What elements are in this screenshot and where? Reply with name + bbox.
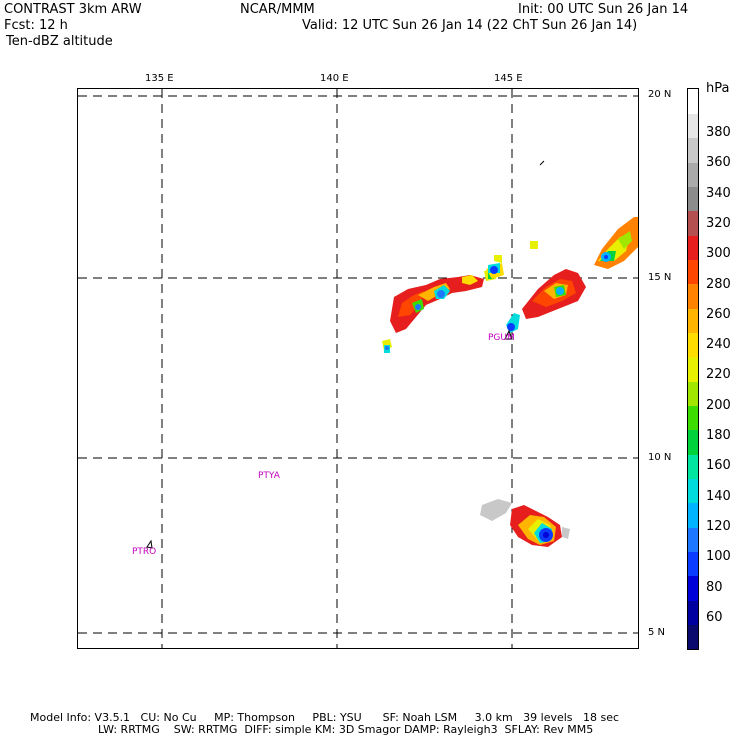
echo-cluster-guam <box>506 269 586 333</box>
lat-label-5: 5 N <box>648 627 666 638</box>
center-label: NCAR/MMM <box>240 2 315 17</box>
legend-swatch <box>688 235 698 260</box>
lat-label-15: 15 N <box>648 272 672 283</box>
legend-swatch <box>688 283 698 309</box>
station-label-pgum: PGUM <box>488 333 515 343</box>
model-info-line1: Model Info: V3.5.1 CU: No Cu MP: Thompso… <box>30 711 620 724</box>
legend-swatch <box>688 308 698 333</box>
echo-cluster-northwest <box>382 241 538 353</box>
legend-swatch <box>688 259 698 285</box>
legend-swatch <box>688 113 698 139</box>
echo-cluster-northeast <box>594 217 638 269</box>
legend-swatch <box>688 162 698 187</box>
color-legend-bar <box>687 88 699 650</box>
legend-swatch <box>688 502 698 528</box>
legend-swatch <box>688 210 698 236</box>
model-info-line2: LW: RRTMG SW: RRTMG DIFF: simple KM: 3D … <box>98 723 594 736</box>
legend-swatch <box>688 429 698 455</box>
legend-level-label: 180 <box>706 428 731 443</box>
legend-level-label: 140 <box>706 488 731 504</box>
lat-label-20: 20 N <box>648 89 672 100</box>
legend-swatch <box>688 454 698 480</box>
legend-level-label: 200 <box>706 397 731 413</box>
legend-level-label: 300 <box>706 246 731 262</box>
legend-swatch <box>688 624 698 650</box>
field-name: Ten-dBZ altitude <box>6 34 113 49</box>
station-label-ptro: PTRO <box>132 547 157 557</box>
legend-level-label: 380 <box>706 125 731 140</box>
graticule <box>78 89 638 648</box>
legend-swatch <box>688 527 698 553</box>
islet-marker <box>539 160 545 166</box>
legend-level-label: 160 <box>706 458 731 474</box>
station-label-ptya: PTYA <box>258 471 280 481</box>
legend-swatch <box>688 600 698 626</box>
legend-swatch <box>688 137 698 163</box>
legend-level-label: 340 <box>706 185 731 201</box>
legend-swatch <box>688 478 698 504</box>
legend-unit: hPa <box>706 81 730 96</box>
legend-level-label: 80 <box>706 579 723 595</box>
legend-swatch <box>688 89 698 114</box>
lat-label-10: 10 N <box>648 452 672 463</box>
legend-level-label: 280 <box>706 276 731 292</box>
lon-label-145: 145 E <box>494 73 523 84</box>
legend-swatch <box>688 332 698 358</box>
legend-level-label: 60 <box>706 609 723 625</box>
legend-swatch <box>688 381 698 407</box>
legend-level-label: 320 <box>706 215 731 231</box>
lon-label-135: 135 E <box>145 73 174 84</box>
legend-level-label: 260 <box>706 306 731 322</box>
legend-swatch <box>688 575 698 601</box>
lon-label-140: 140 E <box>320 73 349 84</box>
guam-island-outline <box>504 329 513 340</box>
legend-level-label: 120 <box>706 518 731 534</box>
legend-level-label: 240 <box>706 337 731 353</box>
legend-swatch <box>688 551 698 577</box>
legend-swatch <box>688 405 698 431</box>
echo-cluster-south <box>480 499 570 547</box>
legend-swatch <box>688 186 698 212</box>
legend-level-label: 220 <box>706 367 731 383</box>
palau-island-outline <box>146 539 153 549</box>
model-title: CONTRAST 3km ARW <box>4 2 142 17</box>
map-canvas <box>78 89 638 648</box>
legend-swatch <box>688 356 698 382</box>
init-time: Init: 00 UTC Sun 26 Jan 14 <box>518 2 689 17</box>
legend-level-label: 360 <box>706 155 731 171</box>
valid-time: Valid: 12 UTC Sun 26 Jan 14 (22 ChT Sun … <box>302 18 638 33</box>
map-panel <box>77 88 639 649</box>
legend-level-label: 100 <box>706 549 731 565</box>
forecast-hour: Fcst: 12 h <box>4 18 68 33</box>
